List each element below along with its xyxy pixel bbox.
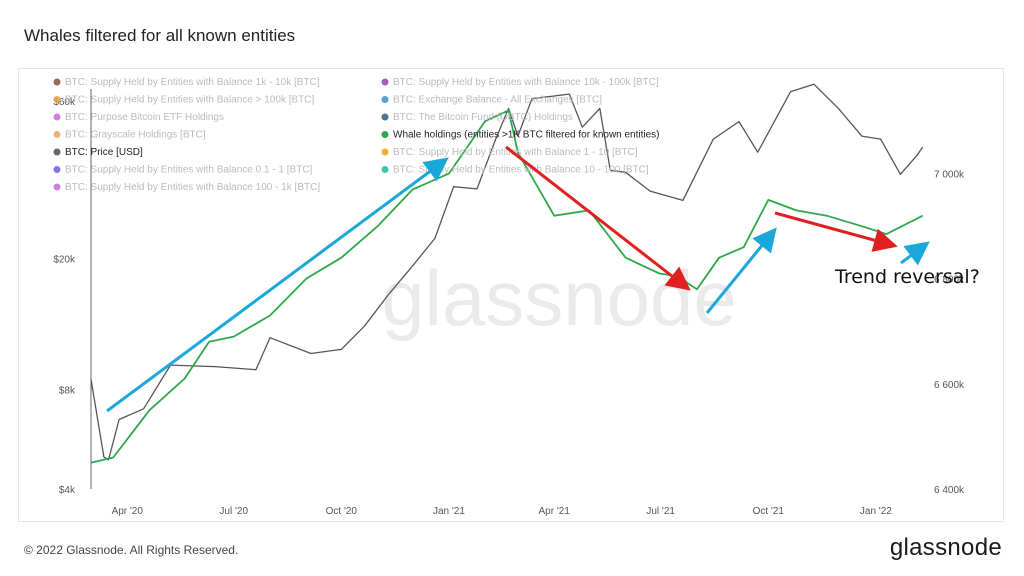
y-left-tick-label: $4k [59,485,76,496]
legend-swatch[interactable] [381,148,389,156]
legend-swatch[interactable] [53,183,61,191]
annotation-trend-reversal: Trend reversal? [834,266,980,288]
legend-swatch[interactable] [381,131,389,138]
legend-item-label[interactable]: Whale holdings (entities >1K BTC filtere… [393,130,660,141]
legend-item-label[interactable]: BTC: Supply Held by Entities with Balanc… [65,182,320,193]
y-left-tick-label: $8k [59,386,76,397]
legend-item-label[interactable]: BTC: Grayscale Holdings [BTC] [65,130,206,141]
x-tick-label: Oct '21 [753,506,785,517]
legend-swatch[interactable] [53,96,61,103]
legend-item-label[interactable]: BTC: Supply Held by Entities with Balanc… [65,95,315,106]
brand-logo[interactable]: glassnode [889,534,1002,561]
y-right-tick-label: 6 800k [934,275,965,286]
x-tick-label: Apr '20 [112,506,144,517]
red-trend-arrow [774,211,898,252]
blue-trend-arrow [900,241,930,266]
y-right-tick-label: 6 400k [934,485,965,496]
chart-svg[interactable]: glassnode Apr '20 Jul '20 Oct '20 Jan '21 Apr… [19,69,1003,521]
legend-item-label[interactable]: BTC: Price [USD] [65,147,143,158]
x-tick-label: Jan '22 [860,506,892,517]
chart-frame: glassnode Apr '20 Jul '20 Oct '20 Jan '21 Apr… [18,68,1004,522]
legend-swatch[interactable] [381,96,389,103]
legend-item-label[interactable]: BTC: Supply Held by Entities with Balanc… [393,77,659,88]
legend-swatch[interactable] [381,166,389,173]
legend-item-label[interactable]: BTC: Exchange Balance - All Exchanges [B… [393,95,602,106]
legend-item-label[interactable]: BTC: Supply Held by Entities with Balanc… [393,165,649,176]
y-left-tick-label: $20k [53,254,76,265]
x-tick-label: Oct '20 [326,506,358,517]
x-tick-label: Jul '21 [646,506,675,517]
whale-holdings-series-line[interactable] [90,109,924,464]
y-right-tick-label: 6 600k [934,380,965,391]
page-title: Whales filtered for all known entities [24,26,296,45]
legend-swatch[interactable] [53,166,61,173]
legend-swatch[interactable] [53,113,61,121]
legend-swatch[interactable] [53,148,61,156]
legend-swatch[interactable] [381,113,389,121]
legend-swatch[interactable] [381,78,389,86]
price-series-line[interactable] [90,83,924,461]
legend-item-label[interactable]: BTC: Supply Held by Entities with Balanc… [65,77,320,88]
legend-item-label[interactable]: BTC: Supply Held by Entities with Balanc… [65,165,313,176]
x-tick-label: Apr '21 [539,506,571,517]
legend-item-label[interactable]: BTC: The Bitcoin Fund (QBTC) Holdings [393,112,573,123]
legend-item-label[interactable]: BTC: Purpose Bitcoin ETF Holdings [65,112,224,123]
blue-trend-arrow [705,227,777,314]
x-tick-label: Jan '21 [433,506,465,517]
watermark: glassnode [381,254,737,342]
x-tick-label: Jul '20 [219,506,248,517]
copyright-text: © 2022 Glassnode. All Rights Reserved. [24,543,239,557]
legend-swatch[interactable] [53,78,61,86]
legend-swatch[interactable] [53,131,61,138]
red-trend-arrow [505,145,691,291]
y-right-tick-label: 7 000k [934,170,965,181]
blue-trend-arrow [106,157,449,413]
y-left-tick-label: $60k [53,97,76,108]
